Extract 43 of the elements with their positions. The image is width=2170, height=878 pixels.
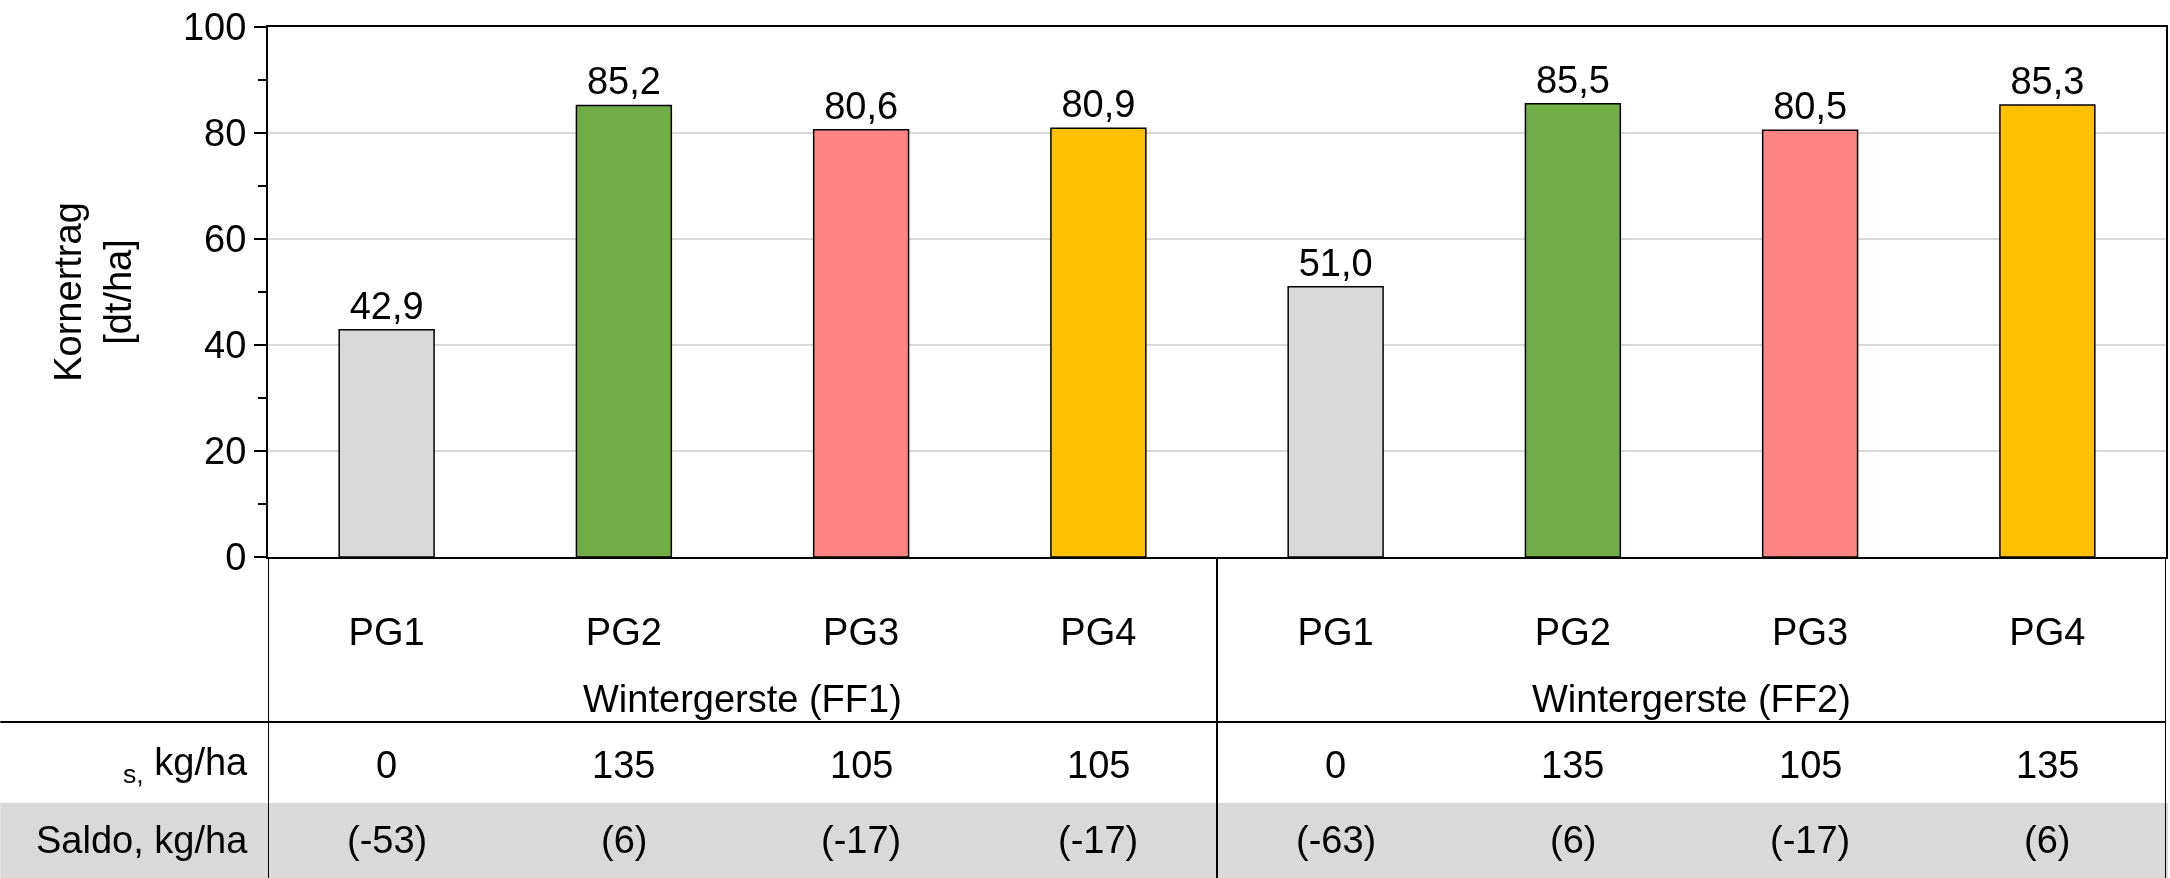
x-tick-label: PG4 (1060, 610, 1137, 653)
data-label: 42,9 (349, 284, 424, 327)
text: (-53) (347, 819, 428, 861)
text: 135 (1541, 744, 1605, 786)
text: 0 (1325, 744, 1347, 786)
text: 135 (2016, 744, 2080, 786)
x-tick-label: PG4 (2009, 610, 2086, 653)
text: (-17) (1058, 819, 1139, 861)
data-label: 85,2 (586, 60, 661, 103)
x-tick-label: PG2 (1534, 610, 1611, 653)
text: Wintergerste (FF1) (583, 678, 902, 720)
data-label: 80,9 (1061, 83, 1136, 126)
y-tick-label: 0 (225, 536, 247, 579)
x-tick-label: PG1 (1297, 610, 1374, 653)
text: (-17) (1770, 819, 1851, 861)
text: 0 (376, 744, 398, 786)
text: 105 (1067, 744, 1131, 786)
text: (6) (601, 819, 648, 861)
text: Saldo, kg/ha (36, 819, 249, 861)
x-tick-label: PG2 (585, 610, 662, 653)
x-tick-label: PG3 (823, 610, 900, 653)
text: 105 (1779, 744, 1843, 786)
data-label: 51,0 (1298, 241, 1373, 284)
text: 135 (592, 744, 656, 786)
text: $_{s,}$ kg/ha (123, 741, 249, 789)
x-tick-label: PG3 (1772, 610, 1849, 653)
text: (6) (2024, 819, 2071, 861)
y-tick-label: 20 (204, 430, 247, 473)
data-label: 80,5 (1773, 85, 1848, 128)
text: (6) (1550, 819, 1597, 861)
text: Wintergerste (FF2) (1532, 678, 1851, 720)
text: (-63) (1296, 819, 1377, 861)
data-label: 85,3 (2010, 59, 2085, 102)
data-label: 85,5 (1535, 58, 1610, 101)
y-tick-label: 80 (204, 112, 247, 155)
data-label: 80,6 (824, 84, 899, 127)
x-tick-label: PG1 (348, 610, 425, 653)
text: 105 (830, 744, 894, 786)
y-tick-label: 60 (204, 218, 247, 261)
y-tick-label: 100 (182, 6, 247, 49)
y-tick-label: 40 (204, 324, 247, 367)
y-axis-title: Kornertrag [dt/ha] (47, 202, 139, 382)
text: (-17) (821, 819, 902, 861)
